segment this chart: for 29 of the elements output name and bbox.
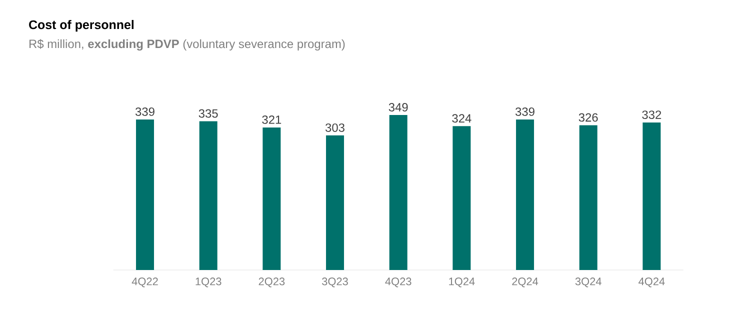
data-label: 339 xyxy=(135,107,154,116)
data-label: 349 xyxy=(388,103,408,112)
x-tick-label: 2Q23 xyxy=(258,278,285,288)
x-tick-label: 4Q22 xyxy=(132,278,158,288)
x-tick-label: 4Q24 xyxy=(638,278,665,288)
bar xyxy=(262,127,281,270)
bar xyxy=(516,119,534,270)
data-label: 332 xyxy=(642,110,662,120)
x-tick-label: 1Q23 xyxy=(196,278,222,288)
bar xyxy=(642,122,661,270)
data-label: 303 xyxy=(325,123,344,132)
data-label: 335 xyxy=(198,109,218,118)
x-tick-label: 3Q23 xyxy=(322,278,348,288)
bar xyxy=(452,126,471,270)
bar xyxy=(199,121,218,270)
x-tick-label: 1Q24 xyxy=(449,278,475,288)
data-label: 339 xyxy=(515,107,534,116)
data-label: 326 xyxy=(578,113,598,122)
bar xyxy=(389,115,408,270)
bar xyxy=(136,119,154,270)
x-tick-label: 3Q24 xyxy=(575,278,602,288)
x-tick-label: 2Q24 xyxy=(512,278,538,288)
bar xyxy=(326,135,344,270)
bar xyxy=(579,125,598,270)
data-label: 321 xyxy=(262,115,282,124)
data-label: 324 xyxy=(452,114,472,123)
chart-title: Cost of personnel xyxy=(29,20,134,32)
chart-subtitle: R$ million, excluding PDVP (voluntary severance program) xyxy=(30,39,345,51)
x-tick-label: 4Q23 xyxy=(385,278,412,288)
